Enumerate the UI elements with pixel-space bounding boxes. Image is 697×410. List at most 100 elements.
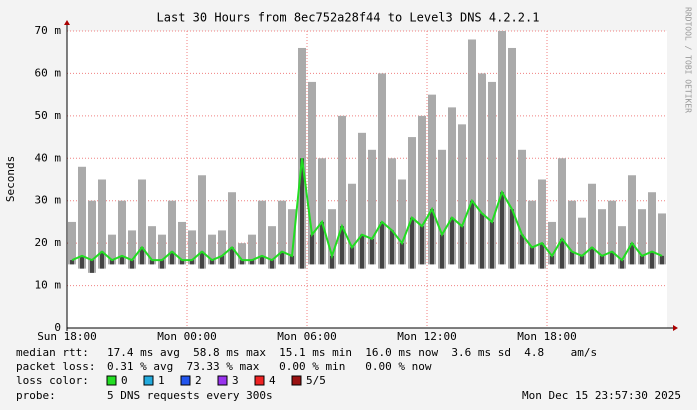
smoke-range (268, 226, 276, 269)
smoke-range (588, 183, 596, 269)
smoke-core (410, 217, 414, 269)
smoke-range (428, 94, 436, 265)
smoke-range (248, 234, 256, 265)
smoke-range (278, 200, 286, 265)
x-axis-arrow (673, 325, 678, 331)
smoke-core (520, 234, 524, 265)
smoke-range (548, 221, 556, 265)
smoke-core (360, 234, 364, 269)
smoke-range (318, 158, 326, 265)
probe-text: 5 DNS requests every 300s (107, 389, 273, 402)
smoke-range (388, 158, 396, 265)
watermark: RRDTOOL / TOBI OETIKER (684, 7, 693, 113)
y-tick-label: 30 m (35, 194, 62, 207)
smoke-range (258, 200, 266, 265)
smoke-core (340, 226, 344, 265)
smoke-core (370, 238, 374, 265)
smoke-range (98, 179, 106, 269)
loss-label: 3 (232, 374, 239, 387)
smoke-core (280, 251, 284, 265)
smoke-range (398, 179, 406, 265)
loss-swatch (254, 375, 265, 386)
smoke-core (450, 217, 454, 265)
chart-title: Last 30 Hours from 8ec752a28f44 to Level… (157, 11, 540, 25)
loss-legend: 0 1 2 3 4 5/5 (106, 374, 326, 387)
smoke-core (550, 255, 554, 265)
loss-swatch (217, 375, 228, 386)
smoke-range (498, 31, 506, 265)
probe-label: probe: (16, 389, 56, 402)
smoke-core (460, 226, 464, 269)
smoke-range (288, 209, 296, 265)
smoke-range (108, 234, 116, 265)
median-line (71, 158, 663, 262)
smoke-core (590, 247, 594, 269)
smoke-range (468, 39, 476, 265)
smoke-range (508, 47, 516, 269)
smoke-range (628, 175, 636, 265)
smoke-core (420, 226, 424, 265)
x-tick-label: Mon 18:00 (517, 330, 577, 343)
smoke-core (440, 234, 444, 269)
smoke-range (568, 200, 576, 265)
loss-label: 1 (158, 374, 165, 387)
smoke-range (408, 137, 416, 269)
smoke-range (618, 226, 626, 269)
smoke-core (570, 251, 574, 265)
loss-swatch (291, 375, 302, 386)
y-tick-label: 40 m (35, 151, 62, 164)
smoke-core (210, 260, 214, 265)
y-tick-label: 20 m (35, 236, 62, 249)
smoke-range (528, 200, 536, 265)
smoke-range (168, 200, 176, 265)
smoke-core (170, 251, 174, 265)
smoke-range (208, 234, 216, 265)
smoke-range (558, 158, 566, 269)
smoke-range (638, 209, 646, 265)
loss-swatch (143, 375, 154, 386)
smoke-core (290, 255, 294, 265)
smoke-range (338, 115, 346, 265)
smoke-range (348, 183, 356, 265)
loss-swatch (106, 375, 117, 386)
smoke-core (100, 251, 104, 269)
smoke-range (448, 107, 456, 265)
smoke-core (120, 255, 124, 265)
plot-area (67, 31, 667, 328)
y-tick-label: 60 m (35, 66, 62, 79)
smoke-range (198, 175, 206, 269)
smoke-range (328, 209, 336, 269)
smoke-core (300, 158, 304, 269)
smoke-core (400, 243, 404, 265)
smoke-range (438, 149, 446, 269)
smoke-core (390, 230, 394, 265)
smoke-core (500, 192, 504, 265)
y-tick-label: 70 m (35, 24, 62, 37)
smoke-core (620, 260, 624, 269)
smoke-core (160, 260, 164, 269)
loss-label: 4 (269, 374, 276, 387)
smoke-core (580, 255, 584, 265)
smoke-core (330, 255, 334, 269)
smoke-range (608, 200, 616, 265)
smoke-range (578, 217, 586, 265)
loss-color-label: loss color: (16, 374, 89, 387)
smoke-range (458, 124, 466, 269)
smoke-range (648, 192, 656, 269)
smoke-core (510, 209, 514, 269)
smoke-range (538, 179, 546, 269)
smoke-core (230, 247, 234, 269)
smoke-core (560, 238, 564, 269)
x-tick-label: Mon 12:00 (397, 330, 457, 343)
x-tick-label: Sun 18:00 (37, 330, 97, 343)
smoke-core (540, 243, 544, 269)
smoke-range (598, 209, 606, 265)
smoke-core (70, 260, 74, 265)
y-tick-label: 0 (54, 321, 61, 334)
smoke-core (660, 255, 664, 265)
x-tick-label: Mon 00:00 (157, 330, 217, 343)
smoke-range (238, 243, 246, 265)
smoke-range (128, 230, 136, 269)
x-tick-label: Mon 06:00 (277, 330, 337, 343)
